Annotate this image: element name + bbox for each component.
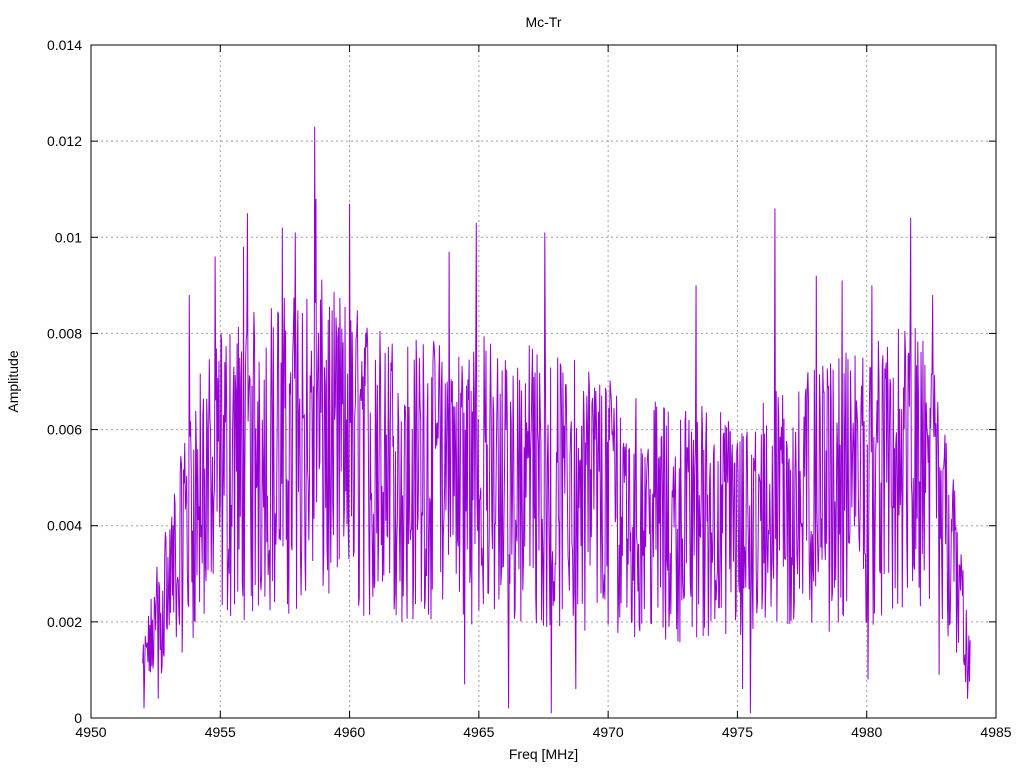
x-axis-title: Freq [MHz] — [509, 746, 578, 762]
y-tick-label: 0.01 — [55, 229, 82, 245]
series-layer — [142, 126, 971, 714]
series-line — [142, 126, 971, 714]
x-tick-label: 4950 — [75, 724, 106, 740]
x-tick-label: 4970 — [593, 724, 624, 740]
y-tick-label: 0.008 — [47, 325, 82, 341]
y-axis-title: Amplitude — [5, 350, 21, 412]
y-tick-label: 0.014 — [47, 37, 82, 53]
y-tick-label: 0.006 — [47, 422, 82, 438]
x-tick-label: 4985 — [980, 724, 1011, 740]
plot-frame — [90, 44, 997, 719]
y-tick-label: 0.012 — [47, 133, 82, 149]
chart-title: Mc-Tr — [525, 14, 561, 30]
axis-ticks: 4950 4955 4960 4965 4970 4975 4980 4985 0 0.002 0.… — [47, 37, 1012, 740]
x-tick-label: 4960 — [334, 724, 365, 740]
y-tick-label: 0.002 — [47, 614, 82, 630]
x-tick-label: 4955 — [205, 724, 236, 740]
x-tick-label: 4975 — [722, 724, 753, 740]
y-tick-label: 0.004 — [47, 518, 82, 534]
x-tick-label: 4980 — [851, 724, 882, 740]
y-tick-label: 0 — [74, 710, 82, 726]
x-tick-label: 4965 — [463, 724, 494, 740]
